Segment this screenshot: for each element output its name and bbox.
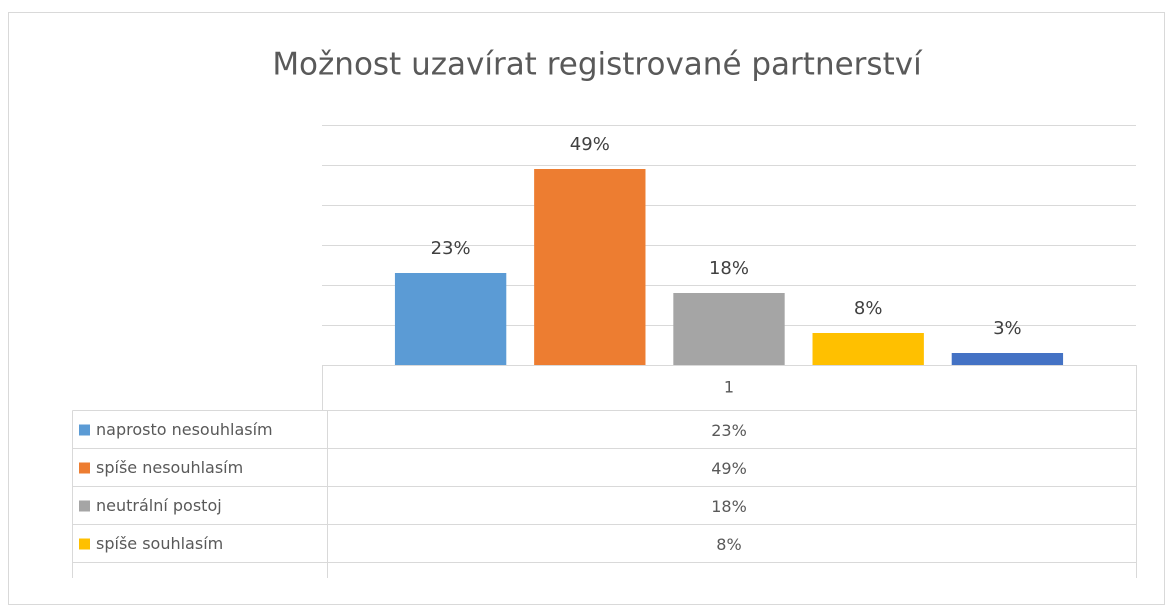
legend-label: naprosto nesouhlasím (96, 420, 273, 439)
data-label: 3% (993, 318, 1022, 339)
legend-label: neutrální postoj (96, 496, 222, 515)
bar (812, 333, 924, 365)
table-value: 23% (711, 421, 747, 440)
bar (951, 353, 1064, 365)
legend-label: spíše nesouhlasím (96, 458, 243, 477)
data-label: 8% (854, 298, 883, 319)
legend-swatch (79, 424, 90, 436)
legend-label: spíše souhlasím (96, 534, 223, 553)
data-label: 49% (570, 134, 610, 155)
legend-swatch (79, 462, 90, 474)
bar (394, 273, 507, 365)
bar (534, 169, 646, 365)
table-value: 8% (716, 535, 741, 554)
x-tick-label: 1 (724, 378, 734, 397)
chart-title: Možnost uzavírat registrované partnerstv… (272, 47, 923, 83)
bar (673, 293, 785, 365)
data-label: 23% (431, 238, 471, 259)
data-label: 18% (709, 258, 749, 279)
table-value: 18% (711, 497, 747, 516)
legend-swatch (79, 538, 90, 550)
legend-swatch (79, 500, 90, 512)
table-value: 49% (711, 459, 747, 478)
